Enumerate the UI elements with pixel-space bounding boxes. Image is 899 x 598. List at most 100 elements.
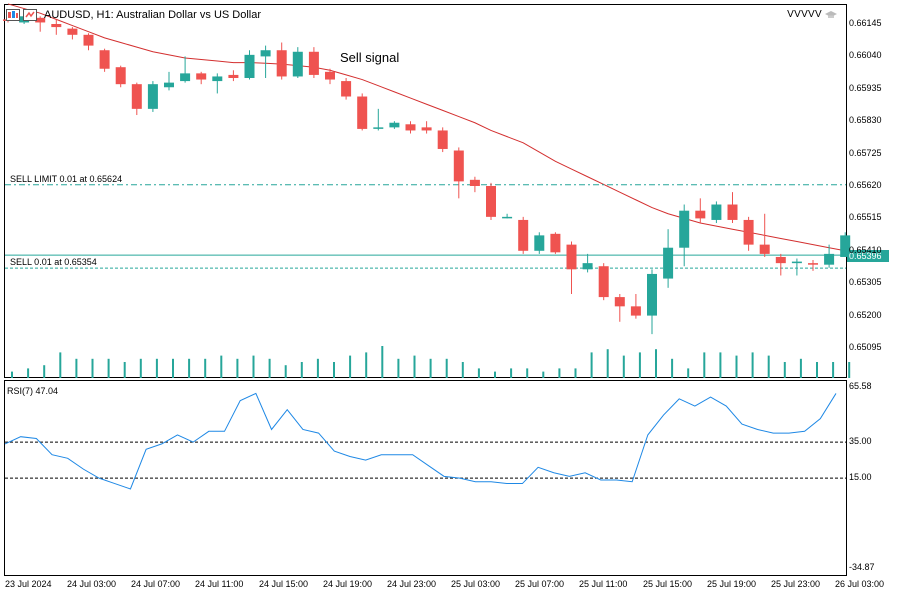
volume-bar bbox=[172, 358, 174, 378]
rsi-tick-label: 15.00 bbox=[849, 472, 872, 483]
volume-bar bbox=[687, 368, 690, 378]
candle bbox=[711, 201, 722, 224]
candle-body bbox=[630, 306, 641, 316]
time-tick-label: 25 Jul 07:00 bbox=[515, 579, 565, 589]
candle-body bbox=[67, 28, 78, 35]
volume-bar bbox=[333, 362, 335, 378]
candle bbox=[534, 232, 545, 254]
candle bbox=[115, 65, 126, 88]
candle bbox=[421, 121, 432, 134]
volume-bar bbox=[204, 358, 207, 378]
sell-order-label[interactable]: SELL 0.01 at 0.65354 bbox=[10, 257, 97, 267]
volume-bar bbox=[59, 352, 62, 378]
candle-body bbox=[147, 84, 158, 109]
price-tick-label: 0.65200 bbox=[849, 309, 882, 320]
candle bbox=[292, 47, 303, 78]
candle-body bbox=[598, 266, 609, 298]
chart-menu-icon[interactable] bbox=[6, 9, 20, 21]
price-tick-label: 0.65935 bbox=[849, 82, 882, 93]
candle-body bbox=[35, 17, 46, 23]
volume-bar bbox=[638, 352, 641, 378]
candle bbox=[453, 147, 464, 199]
candle bbox=[679, 204, 690, 267]
candle-body bbox=[405, 124, 416, 131]
candle bbox=[389, 121, 400, 129]
candle bbox=[550, 232, 561, 254]
candle bbox=[99, 48, 110, 72]
candle-body bbox=[99, 50, 110, 69]
volume-bar bbox=[655, 349, 657, 378]
broker-logo: VVVVV bbox=[787, 9, 837, 20]
chart-title: AUDUSD, H1: Australian Dollar vs US Doll… bbox=[44, 9, 262, 21]
candle bbox=[840, 232, 851, 257]
candle-body bbox=[437, 130, 448, 149]
candle bbox=[598, 263, 609, 301]
candle bbox=[131, 82, 142, 116]
candle bbox=[228, 70, 239, 82]
candle-body bbox=[647, 273, 657, 316]
volume-bar bbox=[284, 365, 287, 378]
candle-body bbox=[550, 233, 561, 253]
candles-layer bbox=[3, 13, 851, 335]
ma-line bbox=[7, 3, 846, 252]
volume-bar bbox=[43, 365, 46, 378]
time-tick-label: 25 Jul 03:00 bbox=[451, 579, 501, 589]
volume-bar bbox=[751, 352, 754, 378]
volume-bar bbox=[252, 355, 255, 378]
candle bbox=[791, 258, 802, 276]
candle-body bbox=[711, 204, 722, 220]
candle bbox=[647, 269, 657, 335]
candle-body bbox=[534, 235, 545, 251]
candle-body bbox=[83, 34, 94, 46]
candle-body bbox=[421, 127, 432, 131]
candle-body bbox=[308, 51, 319, 75]
candle bbox=[83, 33, 94, 51]
volume-bar bbox=[413, 355, 416, 378]
sell-limit-label[interactable]: SELL LIMIT 0.01 at 0.65624 bbox=[10, 174, 123, 184]
candle-body bbox=[808, 263, 818, 265]
candle bbox=[325, 68, 335, 85]
price-tick-label: 0.65095 bbox=[849, 342, 882, 352]
chart-options-icon[interactable] bbox=[23, 9, 37, 21]
candle bbox=[147, 81, 158, 112]
candle-body bbox=[51, 24, 62, 28]
price-tick-label: 0.65830 bbox=[849, 115, 882, 126]
candle-body bbox=[244, 54, 255, 78]
time-tick-label: 24 Jul 07:00 bbox=[131, 579, 181, 589]
volume-bar bbox=[832, 362, 835, 378]
candle-body bbox=[518, 219, 529, 251]
candle bbox=[244, 50, 255, 80]
rsi-line bbox=[4, 392, 837, 490]
candle bbox=[808, 260, 818, 271]
volume-bar bbox=[671, 358, 674, 378]
candle-body bbox=[695, 210, 706, 219]
volume-bar bbox=[107, 358, 110, 378]
candle bbox=[775, 253, 786, 276]
candle-body bbox=[180, 73, 191, 82]
volume-bar bbox=[349, 355, 352, 378]
candle-body bbox=[743, 219, 754, 245]
price-tick-label: 0.66040 bbox=[849, 50, 882, 61]
candle bbox=[164, 71, 174, 91]
candle-body bbox=[357, 96, 368, 129]
candle bbox=[486, 182, 496, 220]
price-tick-label: 0.65620 bbox=[849, 180, 882, 190]
volume-bar bbox=[445, 358, 448, 378]
time-tick-label: 24 Jul 03:00 bbox=[67, 579, 117, 589]
volume-bar bbox=[429, 358, 432, 378]
candle-body bbox=[292, 51, 303, 77]
candle-body bbox=[389, 122, 400, 128]
candle bbox=[695, 198, 706, 224]
candle-body bbox=[502, 216, 513, 219]
volume-bar bbox=[75, 358, 78, 378]
candle-body bbox=[679, 210, 690, 248]
volume-bar bbox=[622, 355, 625, 378]
volume-bar bbox=[767, 355, 770, 378]
candle bbox=[260, 45, 271, 78]
candle-body bbox=[759, 244, 770, 254]
candle-body bbox=[276, 50, 287, 77]
time-tick-label: 24 Jul 23:00 bbox=[387, 579, 437, 589]
rsi-tick-label: -34.87 bbox=[849, 562, 875, 572]
